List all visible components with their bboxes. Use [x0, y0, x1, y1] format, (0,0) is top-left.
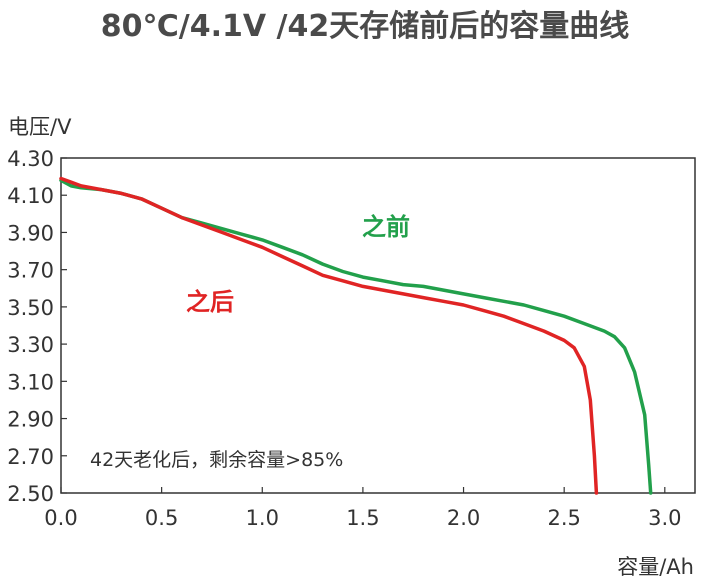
- series-lines: [59, 176, 653, 495]
- y-axis-label: 电压/V: [8, 115, 72, 139]
- y-axis-ticks: 4.30 4.10 3.90 3.70 3.50 3.30 3.10 2.90 2.70 2.50: [7, 147, 67, 506]
- y-tick-label: 2.50: [7, 482, 54, 506]
- chart-title: 80℃/4.1V /42天存储前后的容量曲线: [101, 9, 630, 44]
- y-tick-label: 3.90: [7, 221, 54, 245]
- y-tick-label: 3.70: [7, 259, 54, 283]
- series-line-before: [59, 178, 653, 495]
- y-tick-label: 4.10: [7, 184, 54, 208]
- x-axis-ticks: 0.0 0.5 1.0 1.5 2.0 2.5 3.0: [44, 487, 682, 530]
- y-tick-label: 3.30: [7, 333, 54, 357]
- y-tick-label: 3.10: [7, 370, 54, 394]
- series-label-before: 之前: [362, 213, 410, 241]
- y-tick-label: 3.50: [7, 296, 54, 320]
- y-tick-label: 2.70: [7, 445, 54, 469]
- series-label-after: 之后: [186, 288, 234, 316]
- plot-frame: [60, 157, 696, 494]
- x-tick-label: 3.0: [648, 506, 681, 530]
- x-axis-label: 容量/Ah: [617, 555, 694, 579]
- series-line-after: [59, 176, 599, 495]
- x-tick-label: 2.5: [547, 506, 580, 530]
- x-tick-label: 1.0: [246, 506, 279, 530]
- y-tick-label: 4.30: [7, 147, 54, 171]
- x-tick-label: 0.5: [145, 506, 178, 530]
- x-tick-label: 2.0: [447, 506, 480, 530]
- capacity-annotation: 42天老化后，剩余容量>85%: [90, 449, 343, 471]
- x-tick-label: 1.5: [346, 506, 379, 530]
- x-tick-label: 0.0: [44, 506, 77, 530]
- y-tick-label: 2.90: [7, 408, 54, 432]
